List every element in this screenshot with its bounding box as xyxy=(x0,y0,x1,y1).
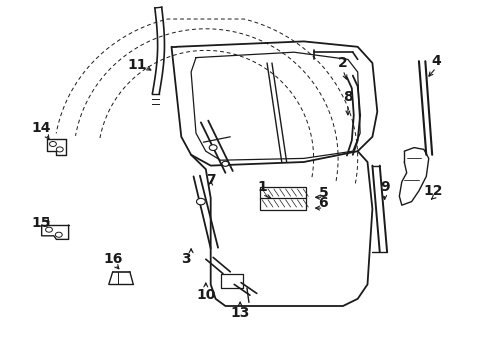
Text: 6: 6 xyxy=(318,197,328,210)
Text: 8: 8 xyxy=(343,90,353,104)
Circle shape xyxy=(49,141,56,147)
Text: 12: 12 xyxy=(424,184,443,198)
Text: 11: 11 xyxy=(127,58,147,72)
Circle shape xyxy=(222,161,229,166)
Text: 15: 15 xyxy=(32,216,51,230)
Text: 2: 2 xyxy=(338,56,348,70)
Circle shape xyxy=(46,227,52,232)
Text: 3: 3 xyxy=(181,252,191,266)
Text: 14: 14 xyxy=(32,121,51,135)
Text: 7: 7 xyxy=(206,173,216,187)
Bar xyxy=(220,274,243,288)
Text: 9: 9 xyxy=(380,180,390,194)
Text: 16: 16 xyxy=(103,252,122,266)
Text: 10: 10 xyxy=(196,288,216,302)
Circle shape xyxy=(56,147,63,152)
Circle shape xyxy=(196,198,205,205)
Bar xyxy=(260,187,306,199)
Text: 4: 4 xyxy=(431,54,441,68)
Text: 13: 13 xyxy=(230,306,250,320)
Text: 1: 1 xyxy=(257,180,267,194)
Text: 5: 5 xyxy=(318,186,328,199)
Circle shape xyxy=(55,232,62,237)
Circle shape xyxy=(209,145,217,150)
Bar xyxy=(260,198,306,210)
